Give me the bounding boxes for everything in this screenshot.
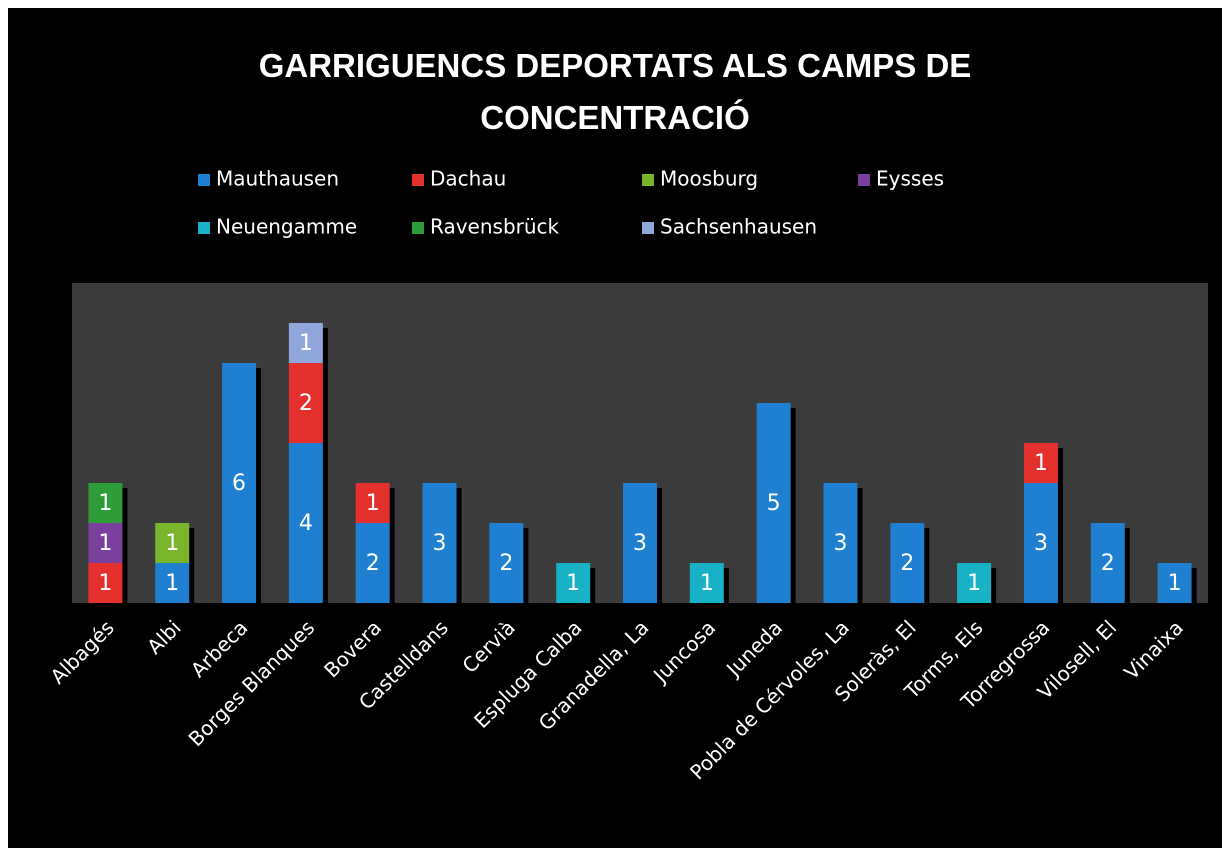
bar-segment	[1090, 523, 1125, 603]
data-label: 2	[499, 551, 513, 576]
data-label: 1	[366, 491, 380, 516]
legend-swatch	[198, 222, 210, 234]
data-label: 4	[299, 511, 313, 536]
legend-swatch	[642, 222, 654, 234]
bar-segment	[957, 563, 992, 603]
data-label: 3	[1034, 531, 1048, 556]
bar-segment	[288, 323, 323, 363]
data-label: 1	[1168, 571, 1182, 596]
data-label: 1	[566, 571, 580, 596]
data-label: 5	[767, 491, 781, 516]
legend-swatch	[198, 174, 210, 186]
legend-swatch	[642, 174, 654, 186]
bar-segment	[556, 563, 591, 603]
data-label: 1	[98, 571, 112, 596]
bar-segment	[823, 483, 858, 603]
bar-segment	[1023, 483, 1058, 603]
legend-label: Ravensbrück	[430, 215, 560, 239]
data-label: 2	[900, 551, 914, 576]
bar-segment	[288, 363, 323, 443]
data-label: 1	[299, 331, 313, 356]
legend-label: Neuengamme	[216, 215, 357, 239]
data-label: 1	[165, 571, 179, 596]
bar-segment	[155, 523, 190, 563]
bar-segment	[355, 523, 390, 603]
data-label: 1	[967, 571, 981, 596]
bar-segment	[288, 443, 323, 603]
data-label: 2	[366, 551, 380, 576]
bar-segment	[355, 483, 390, 523]
legend-label: Dachau	[430, 167, 506, 191]
data-label: 1	[98, 491, 112, 516]
bar-segment	[222, 363, 257, 603]
data-label: 1	[98, 531, 112, 556]
data-label: 3	[633, 531, 647, 556]
data-label: 3	[833, 531, 847, 556]
bar-segment	[88, 563, 123, 603]
bar-segment	[155, 563, 190, 603]
data-label: 1	[1034, 451, 1048, 476]
legend-swatch	[858, 174, 870, 186]
data-label: 2	[299, 391, 313, 416]
legend-swatch	[412, 222, 424, 234]
data-label: 1	[700, 571, 714, 596]
legend-swatch	[412, 174, 424, 186]
bar-segment	[1157, 563, 1192, 603]
bar-segment	[689, 563, 724, 603]
chart-title: GARRIGUENCS DEPORTATS ALS CAMPS DE CONCE…	[258, 47, 972, 136]
bar-segment	[489, 523, 524, 603]
legend-label: Mauthausen	[216, 167, 339, 191]
legend-label: Eysses	[876, 167, 944, 191]
data-label: 2	[1101, 551, 1115, 576]
bar-segment	[88, 483, 123, 523]
bar-segment	[1023, 443, 1058, 483]
bar-segment	[756, 403, 791, 603]
legend-label: Sachsenhausen	[660, 215, 817, 239]
bar-segment	[623, 483, 657, 603]
bar-segment	[422, 483, 457, 603]
bar-segment	[88, 523, 123, 563]
data-label: 1	[165, 531, 179, 556]
data-label: 3	[433, 531, 447, 556]
bar-segment	[890, 523, 925, 603]
data-label: 6	[232, 471, 246, 496]
legend-label: Moosburg	[660, 167, 758, 191]
